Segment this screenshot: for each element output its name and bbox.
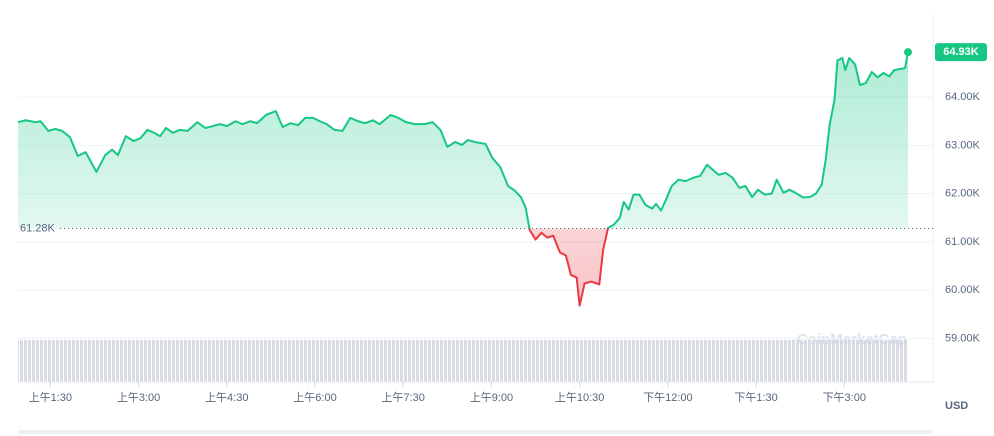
y-tick-label: 64.00K bbox=[945, 91, 981, 103]
x-tick-label: 下午1:30 bbox=[734, 391, 777, 404]
x-tick-label: 下午3:00 bbox=[823, 391, 866, 404]
x-tick-label: 上午4:30 bbox=[205, 391, 248, 404]
currency: USD bbox=[945, 400, 968, 412]
price-line-up bbox=[17, 52, 909, 229]
x-tick-label: 上午10:30 bbox=[555, 391, 605, 404]
y-tick-label: 61.00K bbox=[945, 236, 981, 248]
price-badge bbox=[935, 43, 987, 62]
x-tick-label: 下午12:00 bbox=[643, 391, 693, 404]
scroll-track bbox=[18, 430, 933, 434]
area-down bbox=[529, 228, 608, 306]
price-badge-label: 64.93K bbox=[943, 46, 979, 58]
x-tick-label: 上午1:30 bbox=[29, 391, 72, 404]
y-tick-label: 62.00K bbox=[945, 188, 981, 200]
watermark: CoinMarketCap bbox=[797, 331, 907, 348]
y-tick-label: 60.00K bbox=[945, 284, 981, 296]
area-up bbox=[18, 52, 908, 229]
last-point bbox=[904, 48, 912, 57]
x-tick-label: 上午9:00 bbox=[470, 391, 513, 404]
x-tick-label: 上午6:00 bbox=[293, 391, 336, 404]
x-tick-label: 上午7:30 bbox=[381, 391, 424, 404]
x-tick-label: 上午3:00 bbox=[117, 391, 160, 404]
baseline-label: 61.28K bbox=[20, 222, 56, 234]
y-tick-label: 59.00K bbox=[945, 332, 981, 344]
volume-band bbox=[18, 340, 908, 382]
y-tick-label: 63.00K bbox=[945, 139, 981, 151]
